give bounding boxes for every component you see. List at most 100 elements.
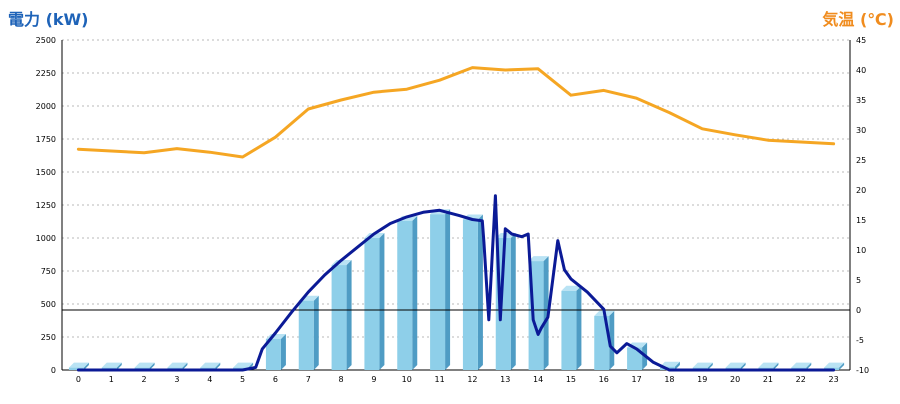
bar-side — [477, 214, 483, 370]
right-tick-label: 5 — [856, 276, 861, 285]
bar-top — [134, 362, 155, 368]
bar-side — [280, 333, 286, 370]
left-tick-label: 500 — [41, 300, 56, 309]
right-tick-label: 45 — [856, 36, 866, 45]
bar-side — [346, 260, 352, 370]
bar-side — [379, 233, 385, 370]
x-tick-label: 15 — [566, 375, 576, 384]
bar-side — [543, 256, 549, 370]
bar-top — [167, 362, 188, 368]
bar — [430, 214, 446, 370]
left-tick-label: 2250 — [36, 69, 56, 78]
bar — [68, 367, 84, 370]
bar-side — [510, 233, 516, 370]
x-tick-label: 17 — [631, 375, 641, 384]
bar — [298, 300, 314, 370]
bar-side — [412, 215, 418, 370]
bar-side — [445, 209, 451, 370]
temperature-line — [76, 66, 836, 159]
x-tick-label: 11 — [434, 375, 444, 384]
x-tick-label: 0 — [76, 375, 81, 384]
bar — [561, 290, 577, 370]
x-tick-label: 12 — [467, 375, 477, 384]
x-tick-label: 7 — [306, 375, 311, 384]
x-tick-label: 4 — [207, 375, 212, 384]
x-tick-label: 20 — [730, 375, 740, 384]
bar-top — [791, 362, 812, 368]
left-tick-label: 1250 — [36, 201, 56, 210]
x-tick-label: 19 — [697, 375, 707, 384]
right-tick-label: 10 — [856, 246, 866, 255]
bar-side — [182, 362, 188, 370]
bar-side — [707, 362, 713, 370]
x-tick-label: 9 — [371, 375, 376, 384]
bar-side — [674, 361, 680, 370]
left-axis-title: 電力 (kW) — [8, 10, 89, 29]
bar — [627, 347, 643, 370]
left-tick-label: 1000 — [36, 234, 56, 243]
x-tick-label: 3 — [174, 375, 179, 384]
bar-side — [149, 362, 155, 370]
bar-side — [83, 362, 89, 370]
right-tick-label: 25 — [856, 156, 866, 165]
x-tick-label: 14 — [533, 375, 543, 384]
right-tick-label: 40 — [856, 66, 866, 75]
x-tick-label: 22 — [796, 375, 806, 384]
x-tick-label: 8 — [339, 375, 344, 384]
bar-side — [215, 362, 221, 370]
bar-side — [576, 285, 582, 370]
bar-side — [313, 295, 319, 370]
right-tick-label: 15 — [856, 216, 866, 225]
bar-top — [528, 256, 549, 262]
bar-top — [659, 361, 680, 367]
bar-top — [561, 285, 582, 291]
bar-side — [609, 310, 615, 370]
right-tick-label: 20 — [856, 186, 866, 195]
right-tick-label: -5 — [856, 336, 864, 345]
x-tick-label: 16 — [599, 375, 609, 384]
x-tick-label: 18 — [664, 375, 674, 384]
left-tick-label: 1750 — [36, 135, 56, 144]
bar — [594, 315, 610, 370]
bar-top — [101, 362, 122, 368]
bar — [462, 219, 478, 370]
bar-top — [725, 362, 746, 368]
x-tick-label: 23 — [828, 375, 838, 384]
bar-side — [116, 362, 122, 370]
bar-side — [740, 362, 746, 370]
left-tick-label: 750 — [41, 267, 56, 276]
bar-top — [692, 362, 713, 368]
right-axis-title: 気温 (℃) — [822, 10, 894, 29]
x-tick-label: 5 — [240, 375, 245, 384]
bar-side — [839, 362, 845, 370]
bar-top — [68, 362, 89, 368]
right-tick-label: 0 — [856, 306, 861, 315]
x-tick-label: 1 — [109, 375, 114, 384]
x-tick-label: 2 — [142, 375, 147, 384]
bar-top — [200, 362, 221, 368]
bar-side — [773, 362, 779, 370]
left-tick-label: 2000 — [36, 102, 56, 111]
left-tick-label: 2500 — [36, 36, 56, 45]
left-tick-label: 250 — [41, 333, 56, 342]
right-tick-label: 35 — [856, 96, 866, 105]
right-tick-label: -10 — [856, 366, 869, 375]
right-tick-label: 30 — [856, 126, 866, 135]
power-line — [76, 194, 836, 372]
x-tick-label: 21 — [763, 375, 773, 384]
bar-side — [806, 362, 812, 370]
bar — [364, 238, 380, 370]
bar-top — [233, 362, 254, 368]
bar-top — [824, 362, 845, 368]
bar — [331, 265, 347, 370]
bar — [265, 338, 281, 370]
x-tick-label: 13 — [500, 375, 510, 384]
left-tick-label: 0 — [51, 366, 56, 375]
x-tick-label: 10 — [402, 375, 412, 384]
left-tick-label: 1500 — [36, 168, 56, 177]
x-tick-label: 6 — [273, 375, 278, 384]
bar — [397, 220, 413, 370]
bar-top — [758, 362, 779, 368]
